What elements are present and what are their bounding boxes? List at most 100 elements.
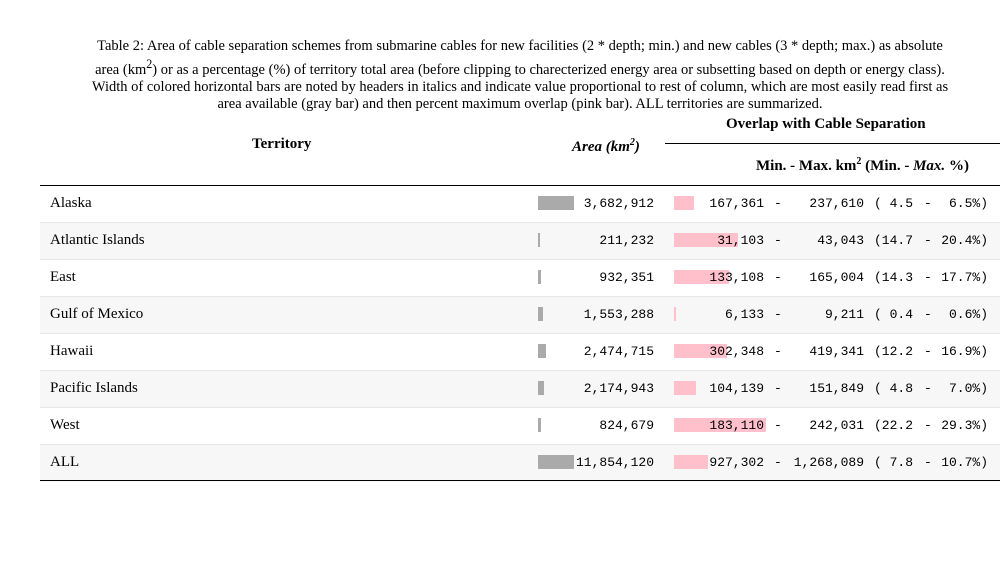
territory-header: Territory	[252, 136, 312, 152]
min-overlap-value: 31,103	[717, 233, 764, 248]
overlap-bar	[674, 233, 738, 247]
max-overlap-value: 151,849	[809, 381, 864, 396]
min-percent-value: (12.2	[874, 344, 914, 359]
max-percent-value: 20.4%)	[941, 233, 988, 248]
area-bar	[538, 455, 574, 469]
area-header: Area (km2)	[572, 137, 640, 155]
percent-dash: -	[924, 270, 932, 285]
table-row: Pacific Islands 2,174,943 104,139-151,849(…	[40, 371, 1000, 408]
max-overlap-value: 165,004	[809, 270, 864, 285]
range-dash: -	[774, 418, 782, 433]
area-bar	[538, 233, 540, 247]
area-bar	[538, 270, 541, 284]
min-percent-value: (22.2	[874, 418, 914, 433]
overlap-bar	[674, 381, 696, 395]
area-bar	[538, 418, 541, 432]
table-row: Atlantic Islands 211,232 31,103-43,043 (14.…	[40, 223, 1000, 260]
area-value: 11,854,120	[575, 455, 654, 470]
min-percent-value: ( 7.8	[874, 455, 914, 470]
caption-line-1: Table 2: Area of cable separation scheme…	[97, 38, 943, 54]
percent-dash: -	[924, 344, 932, 359]
territory-cell: Hawaii	[50, 343, 94, 359]
overlap-group-rule	[665, 143, 1000, 144]
range-dash: -	[774, 233, 782, 248]
overlap-bar	[674, 418, 766, 432]
table-row: West 824,679 183,110-242,031 (22.2-29.3%)	[40, 408, 1000, 445]
min-overlap-value: 927,302	[709, 455, 764, 470]
area-bar	[538, 381, 544, 395]
overlap-bar	[674, 196, 694, 210]
territory-cell: East	[50, 269, 76, 285]
min-percent-value: ( 0.4	[874, 307, 914, 322]
range-dash: -	[774, 196, 782, 211]
territory-cell: ALL	[50, 454, 80, 470]
area-value: 2,474,715	[583, 344, 654, 359]
range-dash: -	[774, 270, 782, 285]
area-value: 2,174,943	[583, 381, 654, 396]
max-overlap-value: 242,031	[809, 418, 864, 433]
area-value: 211,232	[599, 233, 654, 248]
max-percent-value: 17.7%)	[941, 270, 988, 285]
area-bar	[538, 307, 543, 321]
territory-cell: Atlantic Islands	[50, 232, 145, 248]
max-percent-value: 16.9%)	[941, 344, 988, 359]
table-row: Alaska 3,682,912 167,361-237,610( 4.5-6.5%…	[40, 186, 1000, 223]
max-percent-value: 10.7%)	[941, 455, 988, 470]
area-value: 1,553,288	[583, 307, 654, 322]
table-caption: Table 2: Area of cable separation scheme…	[40, 38, 1000, 114]
percent-dash: -	[924, 307, 932, 322]
area-bar	[538, 344, 546, 358]
min-overlap-value: 104,139	[709, 381, 764, 396]
max-percent-value: 29.3%)	[941, 418, 988, 433]
range-dash: -	[774, 455, 782, 470]
overlap-bar	[674, 344, 727, 358]
min-percent-value: ( 4.8	[874, 381, 914, 396]
min-overlap-value: 6,133	[724, 307, 764, 322]
overlap-bar	[674, 270, 729, 284]
caption-line-4: area available (gray bar) and then perce…	[217, 96, 823, 113]
percent-dash: -	[924, 381, 932, 396]
minmax-header: Min. - Max. km2 (Min. - Max. %)	[756, 156, 969, 174]
area-value: 824,679	[599, 418, 654, 433]
overlap-group-header: Overlap with Cable Separation	[726, 116, 926, 132]
max-overlap-value: 419,341	[809, 344, 864, 359]
range-dash: -	[774, 307, 782, 322]
table-row: ALL 11,854,120 927,302-1,268,089( 7.8-10.7…	[40, 445, 1000, 482]
range-dash: -	[774, 381, 782, 396]
max-overlap-value: 237,610	[809, 196, 864, 211]
caption-line-3: Width of colored horizontal bars are not…	[91, 78, 949, 95]
max-percent-value: 6.5%)	[948, 196, 988, 211]
min-overlap-value: 133,108	[709, 270, 764, 285]
min-overlap-value: 302,348	[709, 344, 764, 359]
range-dash: -	[774, 344, 782, 359]
max-percent-value: 0.6%)	[948, 307, 988, 322]
max-overlap-value: 1,268,089	[793, 455, 864, 470]
area-value: 932,351	[599, 270, 654, 285]
table-row: Hawaii 2,474,715 302,348-419,341 (12.2-16.9…	[40, 334, 1000, 371]
table-top-rule	[40, 185, 1000, 186]
table-row: Gulf of Mexico 1,553,288 6,133-9,211( 0.4-…	[40, 297, 1000, 334]
min-percent-value: (14.3	[874, 270, 914, 285]
table-row: East 932,351 133,108-165,004 (14.3-17.7%)	[40, 260, 1000, 297]
percent-dash: -	[924, 418, 932, 433]
min-overlap-value: 167,361	[709, 196, 764, 211]
percent-dash: -	[924, 455, 932, 470]
overlap-bar	[674, 455, 708, 469]
table-bottom-rule	[40, 480, 1000, 481]
min-percent-value: (14.7	[874, 233, 914, 248]
percent-dash: -	[924, 233, 932, 248]
territory-cell: West	[50, 417, 80, 433]
overlap-bar	[674, 307, 676, 321]
max-overlap-value: 9,211	[824, 307, 864, 322]
territory-cell: Alaska	[50, 195, 92, 211]
caption-line-2: area (km2) or as a percentage (%) of ter…	[95, 56, 945, 78]
territory-cell: Pacific Islands	[50, 380, 138, 396]
max-percent-value: 7.0%)	[948, 381, 988, 396]
min-percent-value: ( 4.5	[874, 196, 914, 211]
percent-dash: -	[924, 196, 932, 211]
area-value: 3,682,912	[583, 196, 654, 211]
area-bar	[538, 196, 574, 210]
min-overlap-value: 183,110	[709, 418, 764, 433]
max-overlap-value: 43,043	[817, 233, 864, 248]
territory-cell: Gulf of Mexico	[50, 306, 144, 322]
